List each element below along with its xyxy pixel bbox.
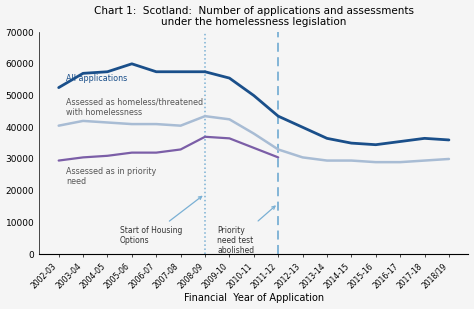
Text: Priority
need test
abolished: Priority need test abolished [217,206,275,255]
X-axis label: Financial  Year of Application: Financial Year of Application [184,294,324,303]
Text: Assessed as homeless/threatened
with homelessness: Assessed as homeless/threatened with hom… [66,97,203,116]
Title: Chart 1:  Scotland:  Number of applications and assessments
under the homelessne: Chart 1: Scotland: Number of application… [94,6,414,27]
Text: Start of Housing
Options: Start of Housing Options [119,197,202,245]
Text: All applications: All applications [66,74,127,83]
Text: Assessed as in priority
need: Assessed as in priority need [66,167,156,186]
